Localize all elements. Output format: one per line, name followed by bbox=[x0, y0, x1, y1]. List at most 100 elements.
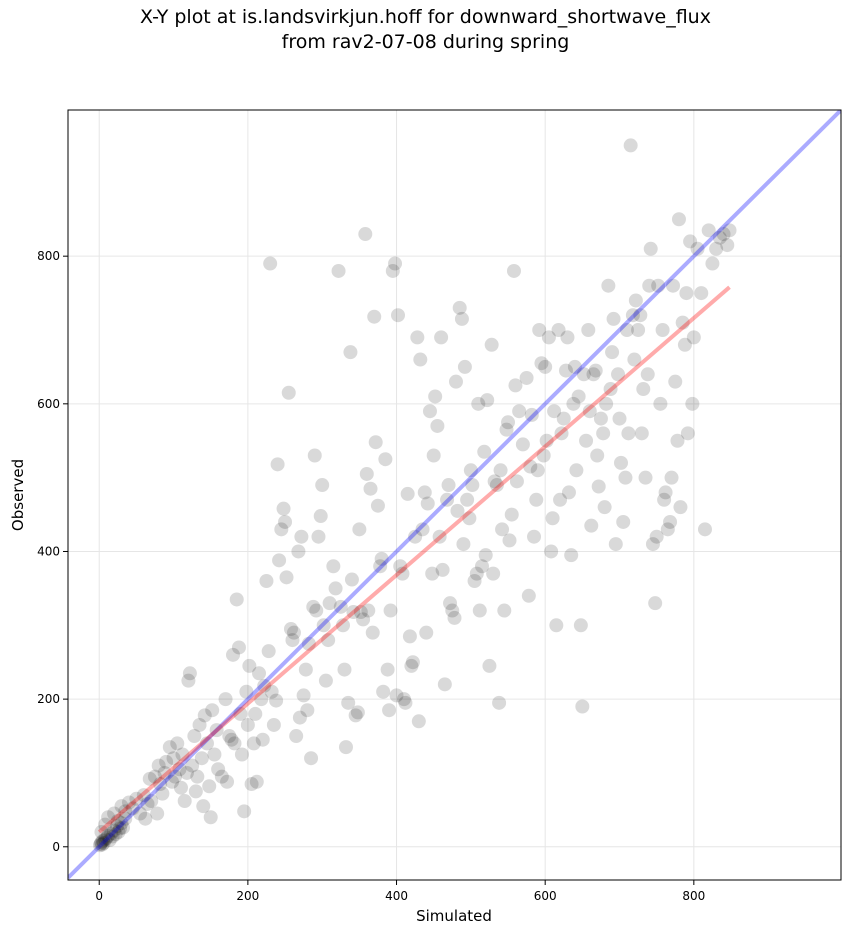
data-point bbox=[102, 833, 117, 848]
data-point bbox=[411, 714, 426, 729]
data-point bbox=[199, 736, 214, 751]
data-point bbox=[655, 323, 670, 337]
fit-line bbox=[97, 285, 731, 834]
data-point bbox=[521, 588, 536, 603]
data-point bbox=[643, 241, 658, 256]
data-point bbox=[404, 658, 419, 673]
data-point bbox=[640, 367, 655, 382]
data-point bbox=[111, 825, 126, 840]
data-point bbox=[298, 662, 313, 677]
data-point bbox=[454, 311, 469, 326]
data-point bbox=[683, 234, 698, 249]
data-point bbox=[272, 553, 287, 568]
data-point bbox=[281, 385, 296, 400]
data-point bbox=[240, 717, 255, 732]
y-tick-label: 600 bbox=[37, 397, 60, 411]
data-point bbox=[709, 241, 724, 256]
data-point bbox=[242, 658, 257, 673]
data-point bbox=[408, 529, 423, 544]
data-point bbox=[618, 470, 633, 485]
data-point bbox=[316, 618, 331, 633]
x-tick-label: 400 bbox=[385, 889, 408, 903]
data-point bbox=[679, 286, 694, 301]
data-point bbox=[499, 422, 514, 437]
data-point bbox=[239, 684, 254, 699]
data-point bbox=[286, 625, 301, 640]
data-point bbox=[590, 448, 605, 463]
data-point bbox=[352, 522, 367, 537]
data-point bbox=[252, 666, 267, 681]
data-point bbox=[512, 404, 527, 419]
data-point bbox=[359, 466, 374, 481]
data-point bbox=[612, 411, 627, 426]
data-point bbox=[244, 777, 259, 792]
data-point bbox=[168, 769, 183, 784]
data-point bbox=[465, 478, 480, 493]
data-point bbox=[593, 411, 608, 426]
data-point bbox=[144, 794, 159, 809]
data-point bbox=[291, 544, 306, 559]
data-point bbox=[380, 662, 395, 677]
data-point bbox=[588, 363, 603, 378]
chart-subtitle: from rav2-07-08 during spring bbox=[281, 31, 570, 53]
data-point bbox=[350, 705, 365, 720]
data-point bbox=[628, 293, 643, 308]
data-point bbox=[336, 618, 351, 633]
data-point bbox=[484, 337, 499, 352]
data-point bbox=[234, 747, 249, 762]
data-point bbox=[94, 835, 109, 850]
data-point bbox=[642, 278, 657, 293]
data-point bbox=[530, 463, 545, 478]
data-point bbox=[95, 833, 110, 848]
data-point bbox=[440, 492, 455, 507]
data-point bbox=[368, 435, 383, 450]
data-point bbox=[591, 479, 606, 494]
data-point bbox=[153, 777, 168, 792]
data-point bbox=[539, 433, 554, 448]
data-point bbox=[434, 330, 449, 345]
data-point bbox=[140, 796, 155, 811]
plot-frame bbox=[67, 109, 842, 881]
data-point bbox=[471, 396, 486, 411]
data-point bbox=[95, 837, 110, 852]
data-point bbox=[529, 492, 544, 507]
data-point bbox=[337, 662, 352, 677]
data-point bbox=[426, 448, 441, 463]
data-point bbox=[649, 529, 664, 544]
data-point bbox=[685, 396, 700, 411]
data-point bbox=[432, 529, 447, 544]
data-point bbox=[545, 511, 560, 526]
data-point bbox=[501, 415, 516, 430]
data-point bbox=[445, 603, 460, 618]
data-point bbox=[670, 433, 685, 448]
data-point bbox=[162, 740, 177, 755]
data-point bbox=[666, 278, 681, 293]
data-point bbox=[417, 485, 432, 500]
data-point bbox=[619, 323, 634, 337]
data-point bbox=[118, 811, 133, 826]
data-point bbox=[155, 786, 170, 801]
data-point bbox=[420, 496, 435, 511]
data-point bbox=[596, 426, 611, 441]
data-point bbox=[333, 599, 348, 614]
data-point bbox=[701, 223, 716, 238]
data-point bbox=[343, 345, 358, 360]
data-point bbox=[524, 407, 539, 422]
data-point bbox=[489, 478, 504, 493]
data-point bbox=[435, 562, 450, 577]
data-point bbox=[544, 544, 559, 559]
y-tick-label: 400 bbox=[37, 544, 60, 558]
data-point bbox=[443, 596, 458, 611]
data-point bbox=[237, 804, 252, 819]
data-point bbox=[353, 605, 368, 620]
data-point bbox=[285, 633, 300, 648]
data-point bbox=[246, 736, 261, 751]
data-point bbox=[348, 708, 363, 723]
data-point bbox=[658, 485, 673, 500]
data-point bbox=[361, 603, 376, 618]
data-point bbox=[554, 426, 569, 441]
x-tick-label: 600 bbox=[534, 889, 557, 903]
data-point bbox=[129, 791, 144, 806]
data-point bbox=[125, 801, 140, 816]
data-point bbox=[326, 559, 341, 574]
